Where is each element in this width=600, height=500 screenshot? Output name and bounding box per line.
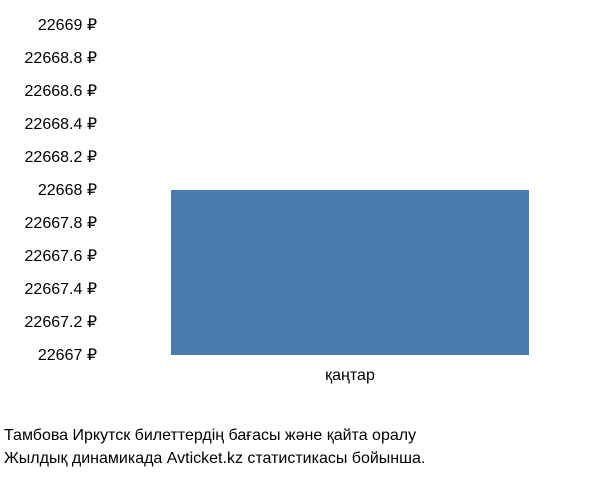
y-tick-label: 22668.2 ₽ [25,147,97,167]
y-tick-label: 22667.4 ₽ [25,279,97,299]
bar [171,190,529,355]
y-axis: 22669 ₽ 22668.8 ₽ 22668.6 ₽ 22668.4 ₽ 22668.… [0,10,105,390]
y-tick-label: 22668.6 ₽ [25,81,97,101]
y-tick-label: 22668 ₽ [38,180,97,200]
y-tick-label: 22667.2 ₽ [25,312,97,332]
y-tick-label: 22667.8 ₽ [25,213,97,233]
y-tick-label: 22667 ₽ [38,345,97,365]
caption: Тамбова Иркутск билеттердің бағасы және … [4,425,425,470]
y-tick-label: 22668.4 ₽ [25,114,97,134]
y-tick-label: 22669 ₽ [38,15,97,35]
caption-line-2: Жылдық динамикада Avticket.kz статистика… [4,448,425,470]
chart-container: 22669 ₽ 22668.8 ₽ 22668.6 ₽ 22668.4 ₽ 22668.… [0,10,600,390]
caption-line-1: Тамбова Иркутск билеттердің бағасы және … [4,425,425,447]
plot-area: қаңтар [105,10,595,390]
y-tick-label: 22667.6 ₽ [25,246,97,266]
y-tick-label: 22668.8 ₽ [25,48,97,68]
x-tick-label: қаңтар [325,367,375,385]
